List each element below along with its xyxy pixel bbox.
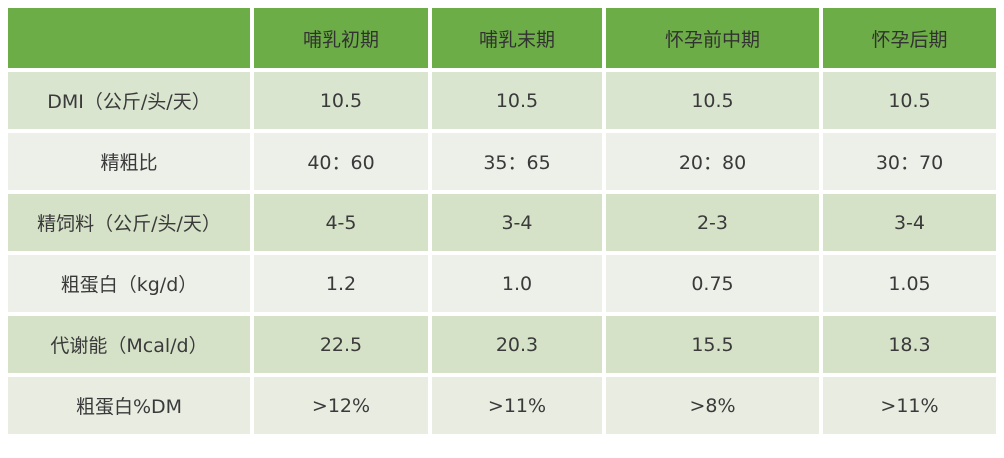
table-body: DMI（公斤/头/天） 10.5 10.5 10.5 10.5 精粗比 40：60 35：65… [8, 72, 996, 434]
value-cell: 18.3 [823, 316, 996, 373]
value-cell: >8% [606, 377, 819, 434]
value-cell: 15.5 [606, 316, 819, 373]
feeding-plan-table: 哺乳初期 哺乳末期 怀孕前中期 怀孕后期 DMI（公斤/头/天） 10.5 10.5 10.… [4, 4, 1000, 438]
value-cell: 3-4 [432, 194, 602, 251]
header-cell: 怀孕前中期 [606, 8, 819, 68]
value-cell: 3-4 [823, 194, 996, 251]
table-row: 粗蛋白%DM >12% >11% >8% >11% [8, 377, 996, 434]
value-cell: 10.5 [823, 72, 996, 129]
value-cell: 1.05 [823, 255, 996, 312]
value-cell: 10.5 [606, 72, 819, 129]
value-cell: 4-5 [254, 194, 428, 251]
value-cell: 0.75 [606, 255, 819, 312]
row-label-cell: 精饲料（公斤/头/天） [8, 194, 250, 251]
value-cell: 1.2 [254, 255, 428, 312]
row-label-cell: 粗蛋白（kg/d） [8, 255, 250, 312]
value-cell: 20.3 [432, 316, 602, 373]
value-cell: 2-3 [606, 194, 819, 251]
row-label-cell: DMI（公斤/头/天） [8, 72, 250, 129]
header-corner-cell [8, 8, 250, 68]
value-cell: 30：70 [823, 133, 996, 190]
value-cell: 22.5 [254, 316, 428, 373]
header-cell: 怀孕后期 [823, 8, 996, 68]
value-cell: >12% [254, 377, 428, 434]
table-row: DMI（公斤/头/天） 10.5 10.5 10.5 10.5 [8, 72, 996, 129]
value-cell: 10.5 [432, 72, 602, 129]
header-cell: 哺乳初期 [254, 8, 428, 68]
value-cell: 10.5 [254, 72, 428, 129]
table-row: 精粗比 40：60 35：65 20：80 30：70 [8, 133, 996, 190]
header-cell: 哺乳末期 [432, 8, 602, 68]
value-cell: >11% [823, 377, 996, 434]
value-cell: 20：80 [606, 133, 819, 190]
table-row: 精饲料（公斤/头/天） 4-5 3-4 2-3 3-4 [8, 194, 996, 251]
value-cell: >11% [432, 377, 602, 434]
table-row: 代谢能（Mcal/d） 22.5 20.3 15.5 18.3 [8, 316, 996, 373]
value-cell: 40：60 [254, 133, 428, 190]
row-label-cell: 代谢能（Mcal/d） [8, 316, 250, 373]
value-cell: 35：65 [432, 133, 602, 190]
row-label-cell: 精粗比 [8, 133, 250, 190]
row-label-cell: 粗蛋白%DM [8, 377, 250, 434]
table-row: 粗蛋白（kg/d） 1.2 1.0 0.75 1.05 [8, 255, 996, 312]
value-cell: 1.0 [432, 255, 602, 312]
header-row: 哺乳初期 哺乳末期 怀孕前中期 怀孕后期 [8, 8, 996, 68]
